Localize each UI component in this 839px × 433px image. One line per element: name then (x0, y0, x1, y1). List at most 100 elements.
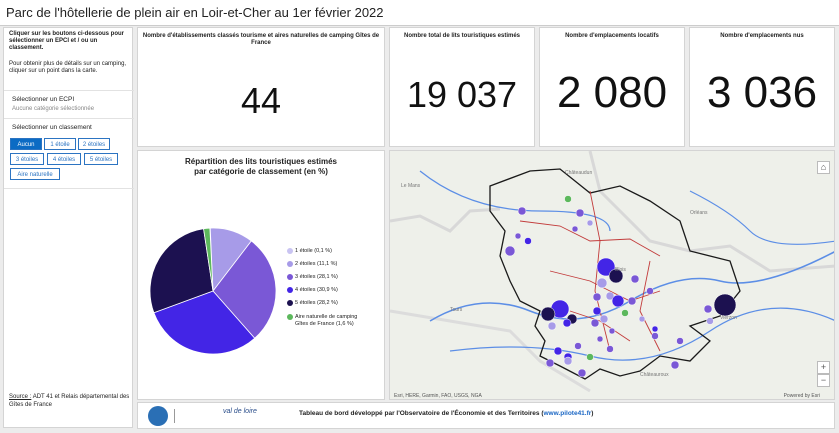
campsite-marker[interactable] (627, 296, 637, 306)
campsite-marker[interactable] (575, 208, 585, 218)
campsite-marker[interactable] (608, 268, 624, 284)
campsite-marker[interactable] (606, 345, 614, 353)
map-label-le-mans: Le Mans (401, 183, 421, 189)
classement-label: Sélectionner un classement (12, 124, 92, 131)
filter-button-aire-naturelle[interactable]: Aire naturelle (10, 168, 60, 180)
campsite-marker[interactable] (563, 356, 573, 366)
campsite-marker[interactable] (574, 342, 582, 350)
department-boundary (489, 168, 741, 380)
campsite-marker[interactable] (547, 321, 557, 331)
campsite-marker[interactable] (605, 291, 615, 301)
home-button[interactable]: ⌂ (817, 161, 830, 174)
filter-button-5-etoiles[interactable]: 5 étoiles (84, 153, 118, 165)
zoom-out-button[interactable]: − (817, 374, 830, 387)
campsite-marker[interactable] (670, 360, 680, 370)
legend-swatch (287, 248, 293, 254)
footer-text-main: Tableau de bord développé par l'Observat… (299, 410, 544, 417)
map-label-tours: Tours (450, 307, 463, 313)
campsite-marker[interactable] (540, 306, 556, 322)
campsite-marker[interactable] (586, 219, 594, 227)
kpi-value: 44 (240, 80, 282, 121)
map-canvas[interactable]: Le Mans Châteaudun Orléans Blois Tours V… (390, 151, 835, 400)
campsite-marker[interactable] (564, 195, 572, 203)
campsite-marker[interactable] (706, 317, 714, 325)
campsite-marker[interactable] (608, 327, 616, 335)
campsite-marker[interactable] (596, 277, 608, 289)
map-label-chateaudun: Châteaudun (565, 170, 592, 176)
map-road (390, 207, 501, 233)
instructions-bold: Cliquer sur les boutons ci-dessous pour … (9, 31, 125, 52)
filter-button-4-etoiles[interactable]: 4 étoiles (47, 153, 81, 165)
app-header: Parc de l'hôtellerie de plein air en Loi… (0, 0, 839, 26)
footer: val de loire Tableau de bord développé p… (137, 402, 835, 429)
footer-link[interactable]: www.pilote41.fr (543, 410, 592, 417)
campsite-marker[interactable] (577, 368, 587, 378)
campsite-marker[interactable] (524, 237, 532, 245)
map-label-chateauroux: Châteauroux (640, 372, 669, 378)
kpi-value: 19 037 (406, 74, 518, 115)
campsite-marker[interactable] (586, 353, 594, 361)
map-river-cher (449, 307, 834, 361)
campsite-marker[interactable] (651, 332, 659, 340)
campsite-marker[interactable] (590, 318, 600, 328)
pie-chart[interactable] (138, 151, 386, 401)
legend-item: 4 étoiles (30,9 %) (287, 287, 338, 294)
zoom-in-button[interactable]: + (817, 361, 830, 374)
legend-item: 1 étoile (0,1 %) (287, 248, 332, 255)
filter-button-aucun[interactable]: Aucun (10, 138, 42, 150)
kpi-card-emplacements-locatifs: Nombre d'emplacements locatifs 2 080 (539, 27, 685, 147)
observatoire-logo (148, 406, 168, 426)
epci-selector[interactable]: Sélectionner un ECPI Aucune catégorie sé… (4, 90, 134, 119)
pie-slice-4[interactable] (149, 228, 214, 314)
filter-button-2-etoiles[interactable]: 2 étoiles (78, 138, 110, 150)
pie-slice-3[interactable] (153, 290, 256, 355)
campsite-marker[interactable] (676, 337, 684, 345)
campsite-marker[interactable] (514, 232, 522, 240)
legend-item: 3 étoiles (28,1 %) (287, 274, 338, 281)
pie-slice-5[interactable] (203, 227, 214, 292)
sidebar-divider (4, 188, 134, 189)
campsite-marker[interactable] (621, 309, 629, 317)
pie-slice-2[interactable] (212, 240, 277, 339)
campsite-marker[interactable] (553, 346, 563, 356)
filter-button-3-etoiles[interactable]: 3 étoiles (10, 153, 44, 165)
map-river (689, 190, 834, 245)
legend-swatch (287, 300, 293, 306)
campsite-marker[interactable] (596, 335, 604, 343)
campsite-marker[interactable] (599, 314, 609, 324)
campsite-marker[interactable] (651, 325, 659, 333)
campsite-marker[interactable] (545, 358, 555, 368)
map-river-loire (429, 251, 834, 322)
campsite-marker[interactable] (713, 293, 737, 317)
campsite-marker[interactable] (517, 206, 527, 216)
kpi-value: 3 036 (706, 68, 818, 117)
campsite-marker[interactable] (562, 318, 572, 328)
partner-logo (174, 409, 199, 423)
kpi-title: Nombre d'établissements classés tourisme… (142, 33, 380, 46)
map-powered-by[interactable]: Powered by Esri (783, 393, 820, 399)
campsite-marker[interactable] (646, 287, 654, 295)
campsite-marker[interactable] (504, 245, 516, 257)
campsite-markers[interactable] (504, 195, 737, 378)
map-river-loir (419, 170, 611, 232)
filter-button-1-etoile[interactable]: 1 étoile (44, 138, 76, 150)
epci-label: Sélectionner un ECPI (12, 96, 75, 103)
campsite-marker[interactable] (630, 274, 640, 284)
footer-text: Tableau de bord développé par l'Observat… (299, 410, 593, 417)
source-text: ADT 41 et Relais départemental des Gîtes… (9, 394, 130, 408)
campsite-marker[interactable] (592, 292, 602, 302)
legend-item: Aire naturelle de camping Gîtes de Franc… (287, 314, 367, 327)
campsite-marker[interactable] (703, 304, 713, 314)
legend-swatch (287, 274, 293, 280)
map-panel[interactable]: Le Mans Châteaudun Orléans Blois Tours V… (389, 150, 835, 400)
kpi-title: Nombre total de lits touristiques estimé… (403, 33, 521, 39)
legend-swatch (287, 314, 293, 320)
campsite-marker[interactable] (571, 225, 579, 233)
instructions-text: Pour obtenir plus de détails sur un camp… (9, 61, 127, 75)
campsite-marker[interactable] (638, 315, 646, 323)
campsite-marker[interactable] (611, 294, 625, 308)
map-label-orleans: Orléans (690, 210, 708, 216)
kpi-value: 2 080 (556, 68, 668, 117)
map-label-blois: Blois (615, 267, 626, 273)
campsite-marker[interactable] (592, 306, 602, 316)
